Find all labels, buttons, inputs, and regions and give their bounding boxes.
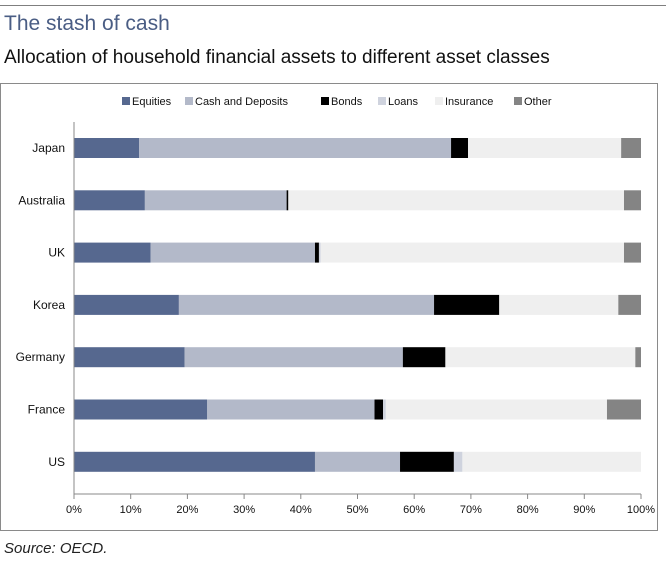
- category-label-france: France: [28, 403, 66, 417]
- top-rule: [0, 5, 666, 6]
- bar-segment-us-insurance: [462, 451, 641, 472]
- legend-item-bonds: Bonds: [321, 96, 363, 108]
- bar-segment-korea-cash-and-deposits: [178, 294, 435, 315]
- x-tick-label-5: 50%: [346, 504, 368, 516]
- bar-segment-uk-loans: [318, 242, 321, 263]
- legend-label-loans: Loans: [388, 96, 418, 108]
- legend-label-bonds: Bonds: [331, 96, 363, 108]
- legend-swatch-equities: [122, 97, 130, 105]
- bar-segment-germany-other: [635, 347, 641, 368]
- category-label-us: US: [48, 455, 65, 469]
- x-tick-label-4: 40%: [290, 504, 312, 516]
- x-tick-label-9: 90%: [573, 504, 595, 516]
- bar-segment-uk-equities: [74, 242, 151, 263]
- legend-swatch-other: [514, 97, 522, 105]
- bar-segment-france-other: [606, 399, 641, 420]
- legend-label-cash-and-deposits: Cash and Deposits: [195, 96, 288, 108]
- bar-segment-australia-bonds: [286, 190, 289, 211]
- bar-segment-korea-other: [618, 294, 641, 315]
- legend-label-equities: Equities: [132, 96, 172, 108]
- bar-segment-us-equities: [74, 451, 315, 472]
- x-tick-label-0: 0%: [66, 504, 82, 516]
- category-label-korea: Korea: [33, 298, 65, 312]
- category-label-japan: Japan: [32, 141, 65, 155]
- legend-item-loans: Loans: [378, 96, 418, 108]
- bar-segment-korea-equities: [74, 294, 179, 315]
- bar-segment-france-cash-and-deposits: [207, 399, 375, 420]
- x-tick-label-3: 30%: [233, 504, 255, 516]
- category-label-uk: UK: [48, 246, 65, 260]
- bar-segment-australia-cash-and-deposits: [144, 190, 287, 211]
- bar-segment-germany-insurance: [445, 347, 636, 368]
- chart-title: The stash of cash: [4, 12, 170, 35]
- chart-frame: Equities Cash and Deposits Bonds Loans Insur…: [0, 83, 658, 531]
- x-tick-label-8: 80%: [517, 504, 539, 516]
- x-tick-label-10: 100%: [627, 504, 655, 516]
- bar-segment-australia-insurance: [288, 190, 624, 211]
- source-note: Source: OECD.: [4, 540, 108, 557]
- legend-swatch-insurance: [435, 97, 443, 105]
- bar-segment-uk-cash-and-deposits: [150, 242, 315, 263]
- legend-swatch-bonds: [321, 97, 329, 105]
- x-tick-label-2: 20%: [176, 504, 198, 516]
- bar-segment-us-bonds: [400, 451, 454, 472]
- legend-swatch-loans: [378, 97, 386, 105]
- bar-segment-japan-insurance: [468, 138, 622, 158]
- bar-segment-france-bonds: [374, 399, 384, 420]
- bar-segment-australia-other: [623, 190, 641, 211]
- chart-subtitle: Allocation of household financial assets…: [4, 47, 550, 68]
- bar-segment-japan-bonds: [451, 138, 469, 158]
- bar-segment-uk-insurance: [320, 242, 624, 263]
- bar-segment-germany-cash-and-deposits: [184, 347, 403, 368]
- legend-item-equities: Equities: [122, 96, 172, 108]
- bar-segment-uk-other: [623, 242, 641, 263]
- category-label-australia: Australia: [18, 193, 65, 207]
- legend-item-other: Other: [514, 96, 552, 108]
- bar-segment-germany-equities: [74, 347, 185, 368]
- legend-label-other: Other: [524, 96, 552, 108]
- x-tick-label-6: 60%: [403, 504, 425, 516]
- x-tick-label-7: 70%: [460, 504, 482, 516]
- bar-segment-france-equities: [74, 399, 208, 420]
- bar-segment-us-cash-and-deposits: [314, 451, 401, 472]
- x-tick-label-1: 10%: [120, 504, 142, 516]
- legend-swatch-cash-and-deposits: [185, 97, 193, 105]
- bar-segment-uk-bonds: [314, 242, 319, 263]
- bar-segment-japan-equities: [74, 138, 140, 158]
- bar-segment-japan-cash-and-deposits: [139, 138, 452, 158]
- bar-segment-france-loans: [383, 399, 386, 420]
- legend-item-insurance: Insurance: [435, 96, 493, 108]
- bar-segment-korea-bonds: [434, 294, 500, 315]
- bar-segment-korea-insurance: [499, 294, 619, 315]
- bar-segment-us-loans: [453, 451, 463, 472]
- category-label-germany: Germany: [16, 350, 65, 364]
- bar-segment-australia-equities: [74, 190, 145, 211]
- bar-segment-france-insurance: [385, 399, 607, 420]
- legend-item-cash-and-deposits: Cash and Deposits: [185, 96, 288, 108]
- legend-label-insurance: Insurance: [445, 96, 493, 108]
- stacked-bar-chart: Equities Cash and Deposits Bonds Loans Insur…: [16, 96, 656, 516]
- bar-segment-japan-other: [621, 138, 641, 158]
- bar-segment-germany-bonds: [402, 347, 446, 368]
